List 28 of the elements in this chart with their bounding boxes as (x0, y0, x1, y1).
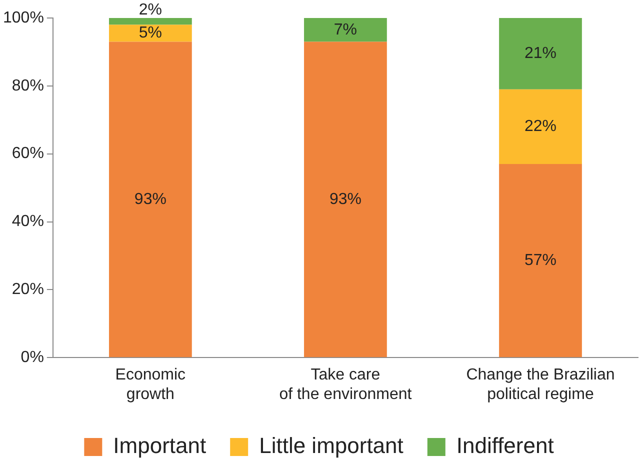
data-label: 93% (329, 190, 362, 208)
y-tick-label: 80% (12, 77, 44, 94)
data-label: 5% (138, 24, 162, 42)
data-label: 57% (524, 252, 557, 269)
bar (108, 18, 192, 25)
bar (304, 18, 387, 42)
y-tick-label: 0% (20, 349, 44, 366)
data-label: 2% (138, 1, 162, 18)
x-tick-label: Economic growth (115, 366, 186, 403)
y-tick-label: 100% (3, 9, 44, 26)
bar (108, 24, 192, 42)
legend-label: Indifferent (456, 433, 554, 458)
data-label: 7% (334, 21, 358, 38)
x-tick-label: Change the Brazilian political regime (466, 366, 615, 403)
bar (499, 18, 582, 90)
legend-label: Little important (259, 433, 404, 458)
data-label: 21% (524, 45, 557, 62)
y-tick-label: 60% (12, 145, 44, 162)
bar (499, 164, 582, 358)
x-tick-label: Take care of the environment (279, 366, 412, 403)
y-tick-label: 40% (12, 213, 44, 230)
bar (108, 42, 192, 358)
data-label: 22% (524, 118, 557, 136)
legend-label: Important (113, 433, 206, 458)
data-label: 93% (134, 190, 166, 208)
bar (304, 42, 387, 358)
y-tick-label: 20% (12, 281, 44, 298)
bar (499, 89, 582, 164)
